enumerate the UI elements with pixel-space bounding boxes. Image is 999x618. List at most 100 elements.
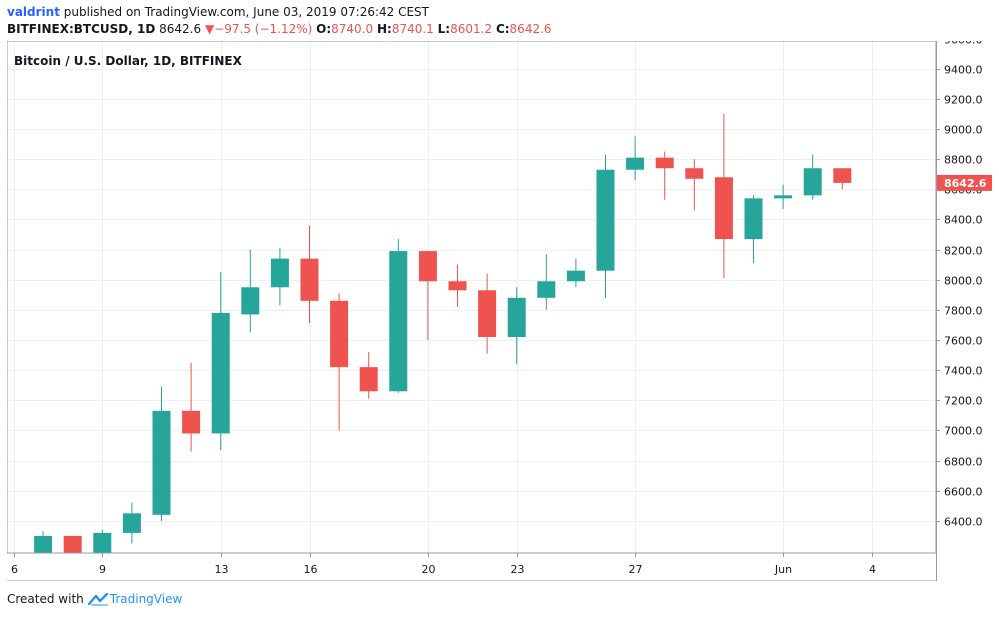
chart-title: Bitcoin / U.S. Dollar, 1D, BITFINEX: [14, 54, 243, 68]
candle-body: [626, 157, 645, 170]
candle-body: [803, 168, 822, 196]
candle-body: [241, 287, 260, 315]
price-tick-label: 8000.0: [944, 275, 983, 288]
candle: [833, 168, 852, 190]
candle-body: [330, 300, 349, 368]
price-tick-label: 7600.0: [944, 335, 983, 348]
last-price-tag: [937, 174, 992, 191]
candle: [507, 287, 526, 365]
symbol-label: BITFINEX:BTCUSD, 1D: [7, 22, 156, 36]
candle: [152, 386, 171, 521]
candle-body: [744, 198, 763, 240]
price-tick-label: 9000.0: [944, 124, 983, 137]
candle: [744, 195, 763, 264]
candle: [241, 249, 260, 333]
candle: [418, 251, 437, 341]
candle-body: [152, 410, 171, 515]
candle: [566, 258, 585, 288]
last-price: 8642.6: [159, 22, 202, 36]
price-tick-label: 7800.0: [944, 305, 983, 318]
candle-body: [211, 312, 230, 434]
price-tick-label: 8200.0: [944, 245, 983, 258]
price-tick-label: 8400.0: [944, 214, 983, 227]
candle: [122, 502, 141, 544]
candle: [774, 184, 793, 209]
candle-body: [774, 195, 793, 199]
candle: [389, 239, 408, 393]
time-tick-label: Jun: [774, 563, 792, 576]
candle: [330, 293, 349, 431]
candle: [270, 248, 289, 306]
price-change: −97.5 (−1.12%): [214, 22, 313, 36]
price-tick-label: 9600.0: [944, 41, 983, 47]
time-tick-label: 27: [629, 563, 643, 576]
last-price-tag-label: 8642.6: [944, 177, 987, 190]
close-label: C:: [495, 22, 510, 36]
candle-body: [389, 251, 408, 392]
low-value: 8601.2: [450, 22, 493, 36]
candle-body: [448, 281, 467, 291]
high-value: 8740.1: [391, 22, 434, 36]
candle: [448, 264, 467, 307]
footer: Created with TradingView: [7, 592, 182, 606]
candle-body: [714, 177, 733, 240]
candle: [626, 136, 645, 181]
price-tick-label: 7000.0: [944, 425, 983, 438]
candle-body: [34, 535, 53, 553]
candles: [34, 113, 852, 553]
candle: [685, 159, 704, 211]
candle-body: [300, 258, 319, 301]
close-value: 8642.6: [509, 22, 552, 36]
time-tick-label: 4: [869, 563, 876, 576]
candle-body: [478, 290, 497, 337]
candle: [655, 151, 674, 200]
last-price-marker: 8642.6: [937, 174, 992, 191]
candle-body: [507, 297, 526, 337]
time-tick-label: 23: [511, 563, 525, 576]
candle-body: [596, 169, 615, 271]
price-tick-label: 8800.0: [944, 154, 983, 167]
time-tick-label: 20: [422, 563, 436, 576]
price-tick-label: 7200.0: [944, 395, 983, 408]
candle: [803, 154, 822, 200]
candle: [359, 352, 378, 399]
price-axis[interactable]: 6400.0 6600.0 6800.0 7000.0 7200.0 7400.0 7600…: [936, 34, 983, 529]
candle-body: [537, 281, 556, 298]
candle: [714, 113, 733, 279]
candle: [596, 154, 615, 298]
candle-body: [63, 535, 82, 553]
candle: [93, 529, 112, 553]
candle: [211, 272, 230, 451]
candlestick-chart[interactable]: 6400.0 6600.0 6800.0 7000.0 7200.0 7400.0 7600…: [6, 34, 993, 582]
author-name[interactable]: valdrint: [7, 5, 60, 19]
candle-body: [93, 532, 112, 553]
low-label: L:: [437, 22, 451, 36]
chart-area[interactable]: 6400.0 6600.0 6800.0 7000.0 7200.0 7400.0 7600…: [6, 34, 993, 582]
down-arrow-icon: ▼: [204, 22, 215, 36]
tradingview-brand: TradingView: [109, 592, 183, 606]
candle: [182, 362, 201, 452]
candle: [537, 254, 556, 310]
price-tick-label: 6600.0: [944, 486, 983, 499]
time-tick-label: 9: [99, 563, 106, 576]
candle-body: [685, 168, 704, 179]
grid-lines: [7, 39, 936, 553]
candle-body: [833, 168, 852, 183]
candle-body: [182, 410, 201, 434]
tradingview-logo-icon: [87, 592, 108, 606]
candle: [34, 531, 53, 553]
candle-body: [418, 251, 437, 282]
time-tick-label: 16: [304, 563, 318, 576]
open-label: O:: [316, 22, 332, 36]
tradingview-logo[interactable]: TradingView: [87, 592, 183, 606]
ohlc-values: O:8740.0 H:8740.1 L:8601.2 C:8642.6: [316, 22, 551, 36]
candle: [478, 273, 497, 354]
candle: [63, 535, 82, 553]
high-label: H:: [376, 22, 392, 36]
time-tick-label: 6: [11, 563, 18, 576]
time-axis[interactable]: 6 9 13 16 20 23 27 Jun 4: [11, 553, 876, 576]
candle-body: [655, 157, 674, 169]
candle-body: [359, 367, 378, 392]
created-with-text: Created with: [7, 592, 84, 606]
price-tick-label: 9400.0: [944, 64, 983, 77]
